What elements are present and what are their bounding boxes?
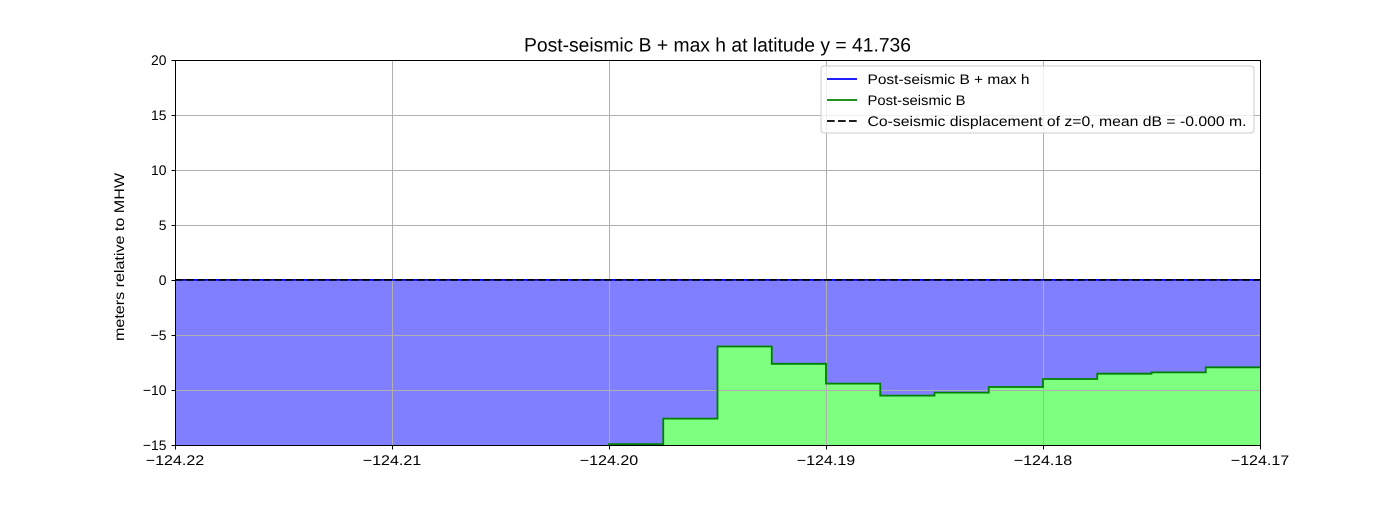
svg-text:−10: −10	[143, 382, 167, 398]
svg-text:0: 0	[159, 272, 167, 288]
svg-text:20: 20	[151, 52, 167, 68]
svg-text:Co-seismic displacement of z=0: Co-seismic displacement of z=0, mean dB …	[868, 113, 1247, 129]
svg-text:−124.18: −124.18	[1014, 452, 1073, 468]
svg-text:−124.19: −124.19	[797, 452, 856, 468]
svg-text:−124.17: −124.17	[1231, 452, 1290, 468]
svg-text:Post-seismic B + max h: Post-seismic B + max h	[868, 71, 1030, 87]
svg-text:−124.22: −124.22	[146, 452, 205, 468]
svg-text:−124.20: −124.20	[580, 452, 639, 468]
svg-text:−5: −5	[151, 327, 167, 343]
svg-text:5: 5	[159, 217, 167, 233]
svg-text:10: 10	[151, 162, 167, 178]
svg-text:Post-seismic B: Post-seismic B	[868, 92, 966, 108]
svg-text:−124.21: −124.21	[363, 452, 422, 468]
svg-text:meters relative to MHW: meters relative to MHW	[111, 172, 127, 341]
svg-text:Post-seismic B + max h at lati: Post-seismic B + max h at latitude y = 4…	[524, 35, 911, 57]
svg-text:15: 15	[151, 107, 167, 123]
svg-text:−15: −15	[143, 437, 167, 453]
